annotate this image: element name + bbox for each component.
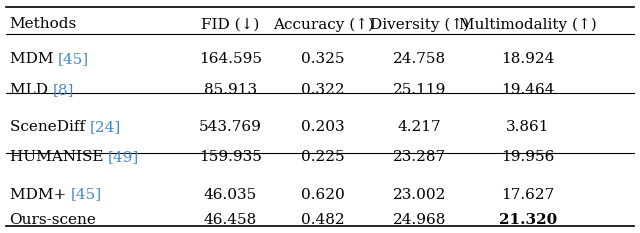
Text: [24]: [24] <box>90 120 121 134</box>
Text: 21.320: 21.320 <box>499 213 557 227</box>
Text: 0.325: 0.325 <box>301 52 345 66</box>
Text: 0.620: 0.620 <box>301 188 345 202</box>
Text: MDM: MDM <box>10 52 58 66</box>
Text: HUMANISE: HUMANISE <box>10 150 108 164</box>
Text: 159.935: 159.935 <box>199 150 262 164</box>
Text: 0.482: 0.482 <box>301 213 345 227</box>
Text: Ours-scene: Ours-scene <box>10 213 97 227</box>
Text: 24.758: 24.758 <box>392 52 446 66</box>
Text: 19.956: 19.956 <box>501 150 555 164</box>
Text: [45]: [45] <box>71 188 102 202</box>
Text: 24.968: 24.968 <box>392 213 446 227</box>
Text: 25.119: 25.119 <box>392 83 446 97</box>
Text: 164.595: 164.595 <box>199 52 262 66</box>
Text: Multimodality (↑): Multimodality (↑) <box>459 17 597 32</box>
Text: [49]: [49] <box>108 150 140 164</box>
Text: MDM+: MDM+ <box>10 188 71 202</box>
Text: 17.627: 17.627 <box>501 188 555 202</box>
Text: 18.924: 18.924 <box>501 52 555 66</box>
Text: Accuracy (↑): Accuracy (↑) <box>273 17 374 32</box>
Text: Methods: Methods <box>10 17 77 31</box>
Text: MLD: MLD <box>10 83 52 97</box>
Text: 46.458: 46.458 <box>204 213 257 227</box>
Text: 85.913: 85.913 <box>204 83 257 97</box>
Text: 0.322: 0.322 <box>301 83 345 97</box>
Text: 3.861: 3.861 <box>506 120 550 134</box>
Text: 543.769: 543.769 <box>199 120 262 134</box>
Text: SceneDiff: SceneDiff <box>10 120 90 134</box>
Text: 46.035: 46.035 <box>204 188 257 202</box>
Text: 23.287: 23.287 <box>392 150 446 164</box>
Text: 23.002: 23.002 <box>392 188 446 202</box>
Text: [8]: [8] <box>52 83 74 97</box>
Text: 4.217: 4.217 <box>397 120 441 134</box>
Text: FID (↓): FID (↓) <box>201 17 260 31</box>
Text: 0.225: 0.225 <box>301 150 345 164</box>
Text: 19.464: 19.464 <box>501 83 555 97</box>
Text: Diversity (↑): Diversity (↑) <box>370 17 468 32</box>
Text: 0.203: 0.203 <box>301 120 345 134</box>
Text: [45]: [45] <box>58 52 89 66</box>
